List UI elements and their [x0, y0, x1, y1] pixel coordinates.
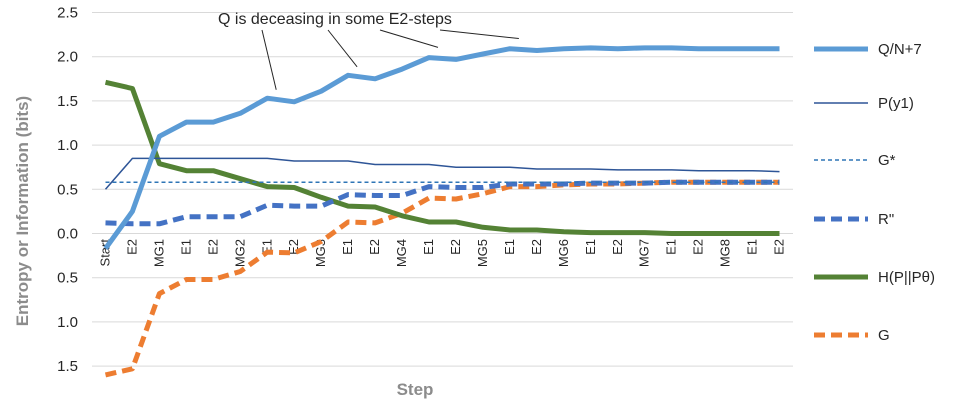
x-tick-label: E2 — [124, 239, 139, 255]
x-tick-label: E2 — [448, 239, 463, 255]
series-line — [103, 45, 780, 250]
x-tick-labels: Start E2 MG1 E1 E2 MG2 E1 E2 MG3 E1 E2 MG4 E1 E2 MG5 E1… — [97, 239, 786, 268]
annotation-leader — [261, 29, 277, 90]
y-tick-label: 1.0 — [57, 314, 78, 331]
x-tick-label: MG1 — [151, 239, 166, 267]
x-tick-label: MG8 — [718, 239, 733, 267]
series-line — [104, 179, 780, 378]
y-tick-label: 2.0 — [57, 49, 78, 66]
x-tick-label: E2 — [772, 239, 787, 255]
annotation-leader — [327, 29, 358, 68]
y-tick-labels: 1.5 1.0 0.5 0.0 0.5 1.0 1.5 2.0 2.5 — [57, 5, 78, 376]
x-tick-label: E1 — [340, 239, 355, 255]
x-tick-label: MG4 — [394, 239, 409, 267]
annotation: Q is deceasing in some E2-steps — [218, 11, 519, 90]
series-line — [104, 79, 780, 236]
x-tick-label: E2 — [610, 239, 625, 255]
y-tick-label: 0.0 — [57, 226, 78, 243]
x-tick-label: MG2 — [232, 239, 247, 267]
series-lines — [103, 45, 780, 378]
x-tick-label: MG5 — [475, 239, 490, 267]
x-tick-label: E1 — [583, 239, 598, 255]
x-tick-label: E1 — [178, 239, 193, 255]
x-tick-label: E1 — [745, 239, 760, 255]
x-tick-label: E1 — [664, 239, 679, 255]
y-tick-label: 1.5 — [57, 358, 78, 375]
x-tick-label: MG7 — [637, 239, 652, 267]
legend-label: G — [878, 327, 890, 344]
legend-label: G* — [878, 152, 896, 169]
series-line — [104, 157, 780, 190]
x-tick-label: E2 — [529, 239, 544, 255]
legend-label: H(P||Pθ) — [878, 269, 935, 286]
annotation-text: Q is deceasing in some E2-steps — [218, 11, 452, 28]
y-tick-label: 0.5 — [57, 270, 78, 287]
x-tick-label: MG3 — [313, 239, 328, 267]
legend: Q/N+7 P(y1) G* R" H(P||Pθ) G — [814, 41, 935, 344]
x-tick-label: E2 — [205, 239, 220, 255]
x-tick-label: E1 — [502, 239, 517, 255]
x-tick-label: E2 — [367, 239, 382, 255]
y-tick-label: 0.5 — [57, 181, 78, 198]
x-tick-label: E1 — [421, 239, 436, 255]
y-tick-label: 2.5 — [57, 5, 78, 22]
annotation-leader — [379, 29, 439, 48]
legend-label: P(y1) — [878, 95, 914, 112]
annotation-leader — [439, 29, 519, 40]
legend-label: Q/N+7 — [878, 41, 922, 58]
x-tick-label: MG6 — [556, 239, 571, 267]
y-tick-label: 1.0 — [57, 137, 78, 154]
x-tick-label: E2 — [691, 239, 706, 255]
legend-label: R" — [878, 211, 894, 228]
x-axis-title: Step — [397, 380, 434, 399]
y-tick-label: 1.5 — [57, 93, 78, 110]
series-line — [105, 179, 780, 227]
y-axis-title: Entropy or Information (bits) — [13, 96, 32, 326]
